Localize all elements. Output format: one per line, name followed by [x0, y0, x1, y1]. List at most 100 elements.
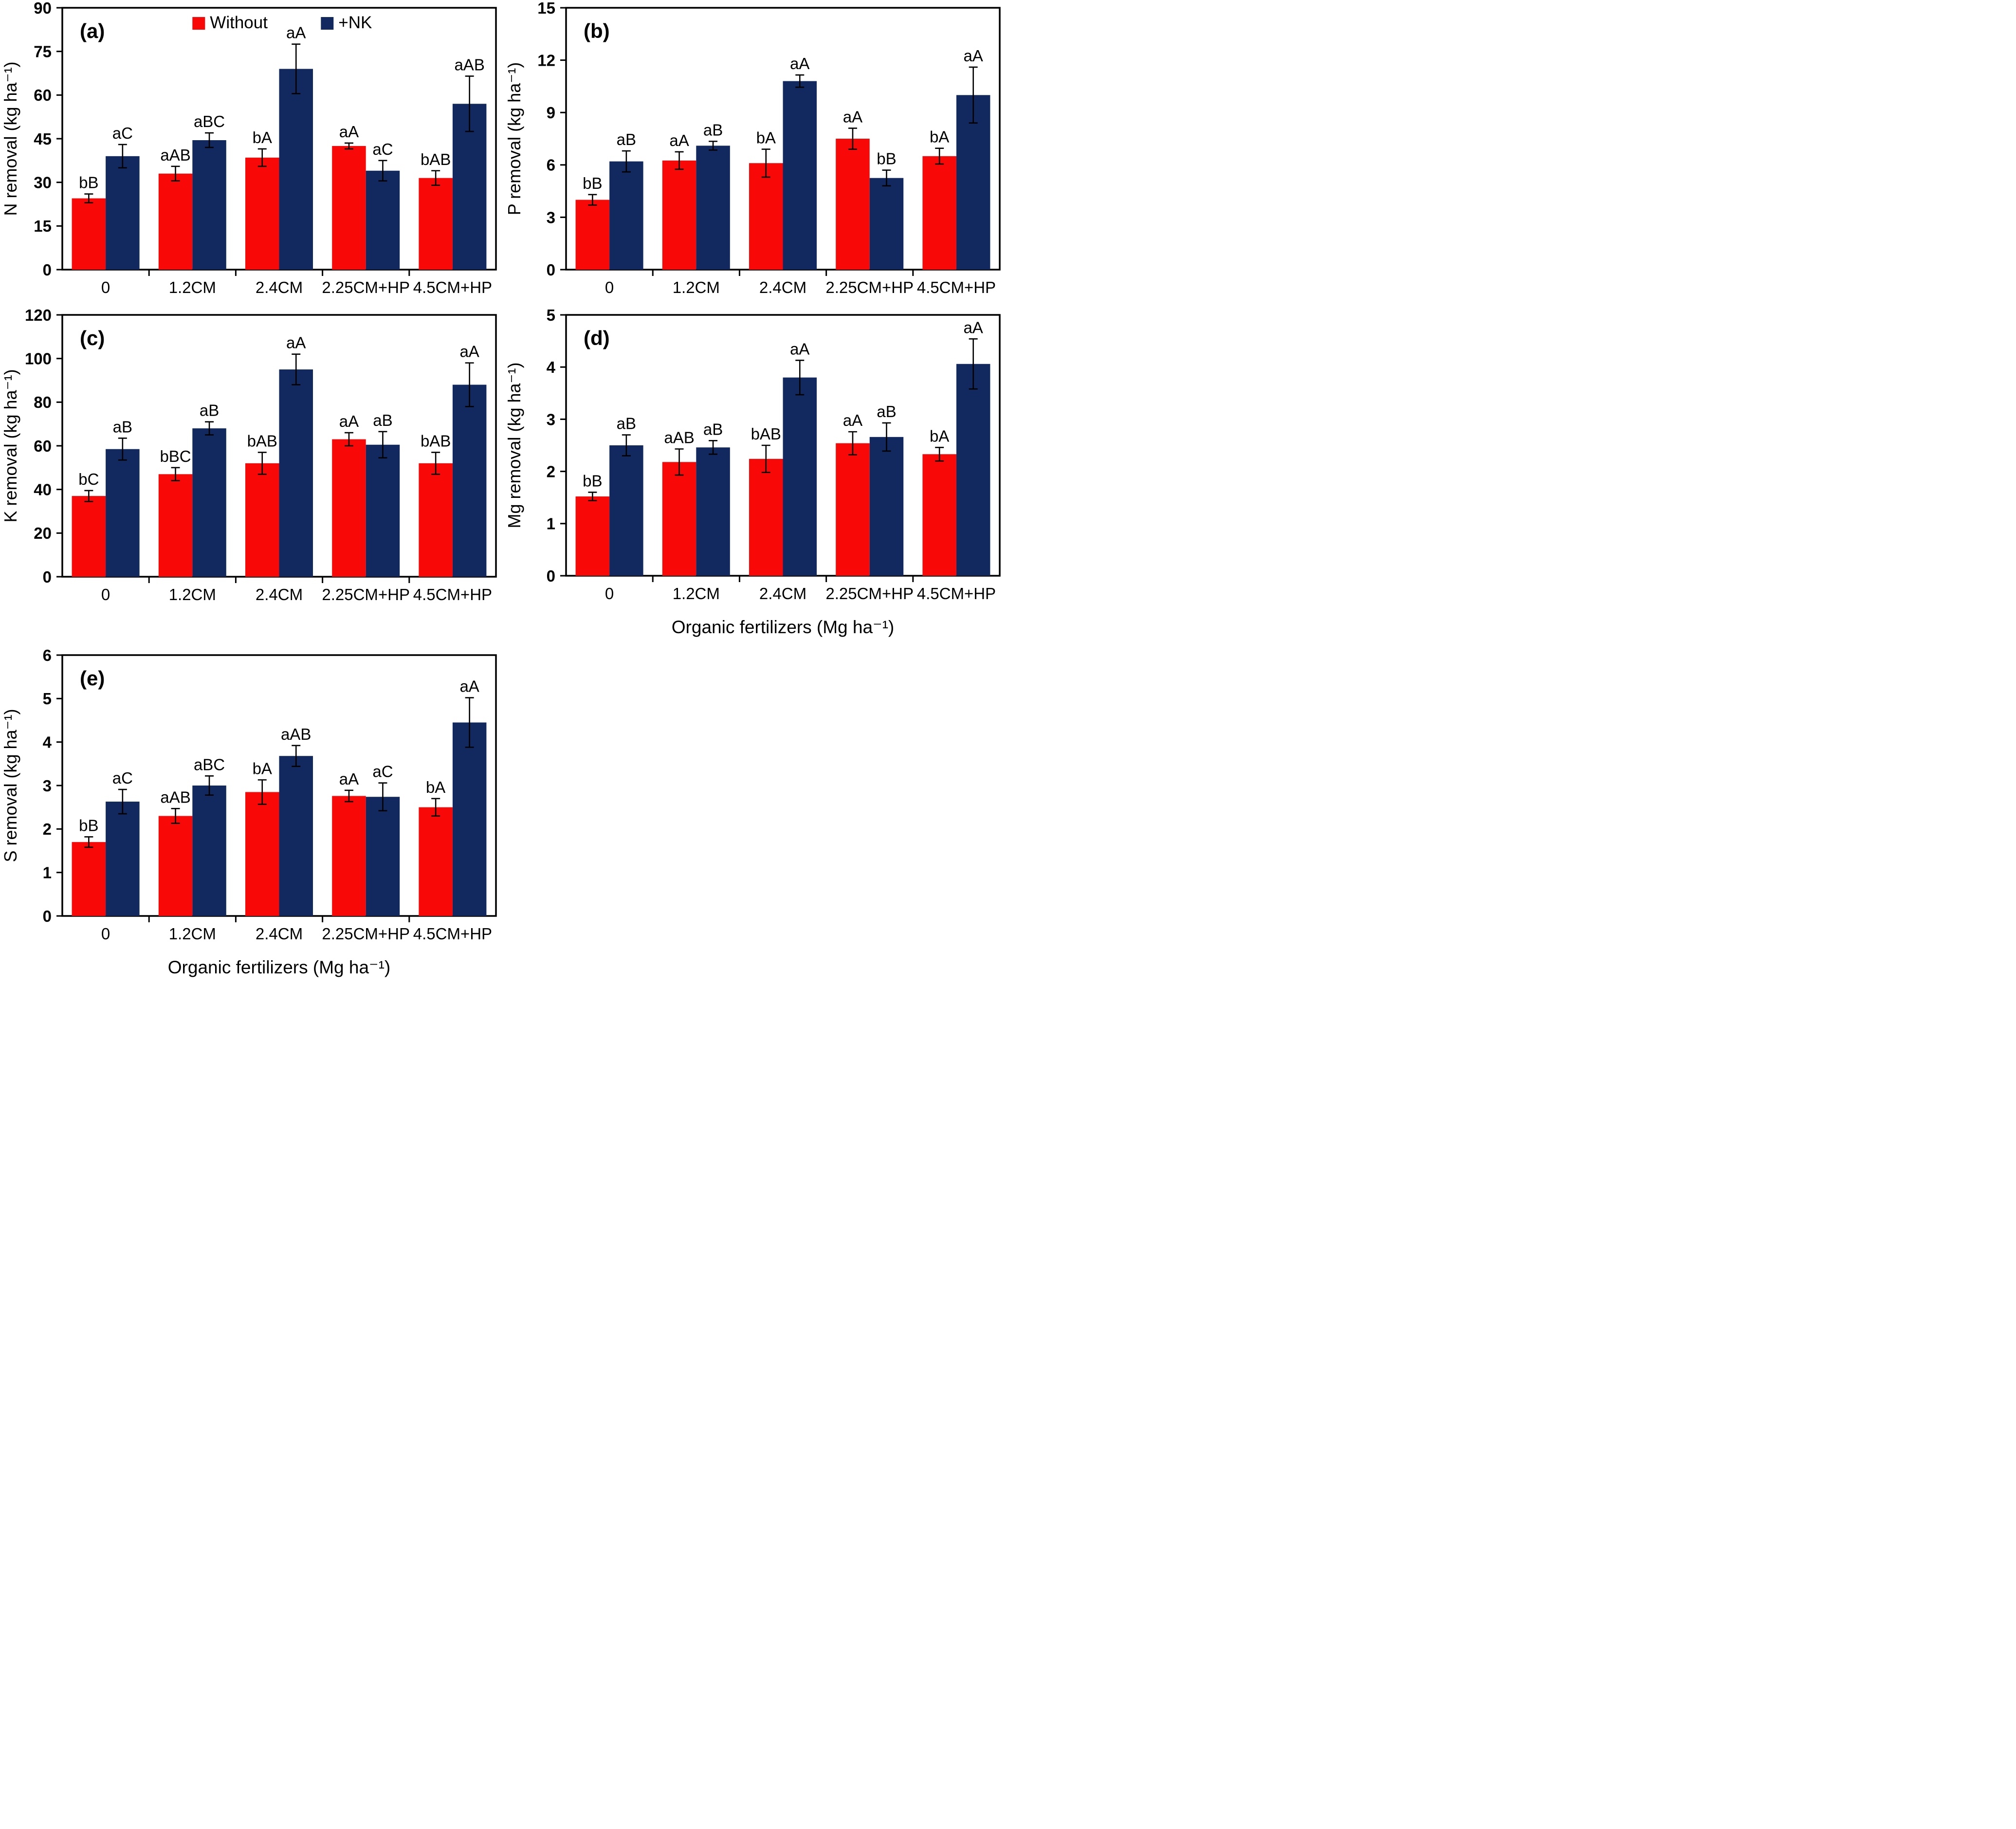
legend-swatch	[192, 17, 205, 30]
y-tick-label: 80	[34, 393, 52, 411]
bar-nk-1	[696, 447, 730, 576]
bar-without-3	[836, 443, 870, 576]
legend-label: Without	[210, 13, 268, 32]
y-tick-label: 1	[547, 515, 555, 533]
bar-nk-1	[192, 428, 226, 577]
bar-without-2	[245, 792, 279, 916]
sig-label: bB	[79, 816, 98, 834]
sig-label: aB	[200, 402, 219, 420]
sig-label: aA	[790, 55, 809, 73]
bar-without-0	[72, 842, 106, 916]
sig-label: aAB	[454, 55, 484, 73]
sig-label: bAB	[751, 425, 781, 443]
bar-nk-0	[106, 156, 140, 270]
panel-letter: (e)	[80, 667, 105, 690]
bar-nk-4	[452, 722, 487, 916]
bar-nk-0	[106, 449, 140, 577]
x-category-label: 0	[605, 585, 614, 603]
x-category-label: 1.2CM	[673, 278, 720, 296]
chart-e-canvas: 0 1 2 3 4 5 6 S removal (kg ha⁻¹) 0 1.2CM 2.4CM 2.2…	[0, 646, 497, 977]
bar-without-3	[332, 439, 366, 577]
x-category-label: 4.5CM+HP	[917, 585, 996, 603]
sig-label: bA	[756, 129, 776, 147]
x-category-label: 2.25CM+HP	[322, 585, 410, 604]
y-tick-label: 30	[34, 174, 52, 192]
x-category-label: 2.4CM	[256, 925, 303, 943]
chart-d-canvas: 0 1 2 3 4 5 Mg removal (kg ha⁻¹) 0 1.2CM 2.4CM 2.2…	[504, 306, 1001, 637]
bar-nk-2	[279, 369, 313, 577]
y-tick-label: 6	[547, 156, 555, 174]
sig-label: aAB	[664, 429, 694, 447]
y-tick-label: 0	[43, 907, 52, 925]
bar-nk-1	[696, 146, 730, 270]
y-tick-label: 90	[34, 0, 52, 17]
x-category-label: 2.25CM+HP	[825, 278, 914, 296]
y-tick-label: 6	[43, 647, 52, 664]
chart-a-canvas: 0 15 30 45 60 75 90 N removal (kg ha⁻¹) 0 1.2CM 2.…	[0, 0, 497, 296]
x-category-label: 4.5CM+HP	[917, 278, 996, 296]
y-tick-label: 12	[537, 51, 555, 69]
bar-without-4	[922, 454, 956, 576]
bar-without-3	[836, 139, 870, 270]
sig-label: aA	[669, 131, 689, 149]
bar-without-0	[72, 496, 106, 577]
panel-letter: (a)	[80, 19, 105, 42]
y-tick-label: 45	[34, 130, 52, 148]
empty-grid-cell	[504, 647, 1008, 988]
y-tick-label: 75	[34, 43, 52, 61]
y-tick-label: 120	[25, 307, 52, 324]
sig-label: aAB	[281, 725, 311, 743]
sig-label: aB	[617, 130, 636, 148]
bar-nk-3	[366, 170, 400, 270]
x-category-label: 1.2CM	[169, 278, 216, 296]
sig-label: aB	[877, 402, 896, 421]
bar-nk-4	[956, 95, 990, 270]
sig-label: bAB	[421, 150, 451, 168]
sig-label: aAB	[160, 788, 190, 806]
y-tick-label: 0	[43, 261, 52, 279]
bar-without-1	[158, 816, 193, 916]
bar-without-3	[332, 146, 366, 270]
panel-c: 0 20 40 60 80 100 120 K removal (kg ha⁻¹) 0 1.2CM…	[0, 306, 504, 647]
x-category-label: 2.25CM+HP	[825, 585, 914, 603]
x-category-label: 1.2CM	[169, 585, 216, 604]
sig-label: bC	[78, 470, 99, 488]
sig-label: bB	[583, 174, 602, 192]
x-category-label: 1.2CM	[169, 925, 216, 943]
panel-letter: (b)	[584, 19, 610, 42]
bar-without-2	[749, 458, 783, 576]
sig-label: aA	[459, 677, 479, 695]
bar-nk-4	[956, 364, 990, 576]
bar-nk-2	[279, 69, 313, 270]
y-tick-label: 15	[537, 0, 555, 17]
y-axis-title: S removal (kg ha⁻¹)	[0, 709, 20, 862]
y-tick-label: 0	[547, 567, 555, 585]
bar-without-1	[662, 462, 696, 576]
y-tick-label: 40	[34, 481, 52, 499]
y-tick-label: 100	[25, 350, 52, 368]
sig-label: aA	[339, 412, 359, 430]
bar-nk-3	[366, 444, 400, 577]
sig-label: aC	[372, 140, 393, 158]
y-axis-title: P removal (kg ha⁻¹)	[504, 62, 524, 215]
y-tick-label: 20	[34, 524, 52, 542]
x-category-label: 0	[101, 925, 110, 943]
sig-label: bAB	[421, 432, 451, 450]
bar-without-0	[72, 198, 106, 270]
sig-label: aBC	[194, 112, 225, 130]
panel-d: 0 1 2 3 4 5 Mg removal (kg ha⁻¹) 0 1.2CM 2.4CM 2.2…	[504, 306, 1008, 647]
x-category-label: 2.25CM+HP	[322, 278, 410, 296]
bar-nk-0	[609, 445, 643, 576]
y-tick-label: 0	[43, 568, 52, 586]
panel-a: 0 15 30 45 60 75 90 N removal (kg ha⁻¹) 0 1.2CM 2.…	[0, 0, 504, 307]
sig-label: aA	[843, 411, 862, 429]
y-tick-label: 15	[34, 217, 52, 235]
sig-label: bA	[253, 759, 272, 777]
sig-label: aA	[843, 108, 862, 126]
bar-nk-1	[192, 786, 226, 916]
sig-label: aC	[112, 769, 133, 787]
y-tick-label: 4	[547, 358, 556, 376]
bar-nk-4	[452, 384, 487, 577]
bar-without-4	[922, 156, 956, 270]
bar-without-3	[332, 796, 366, 916]
